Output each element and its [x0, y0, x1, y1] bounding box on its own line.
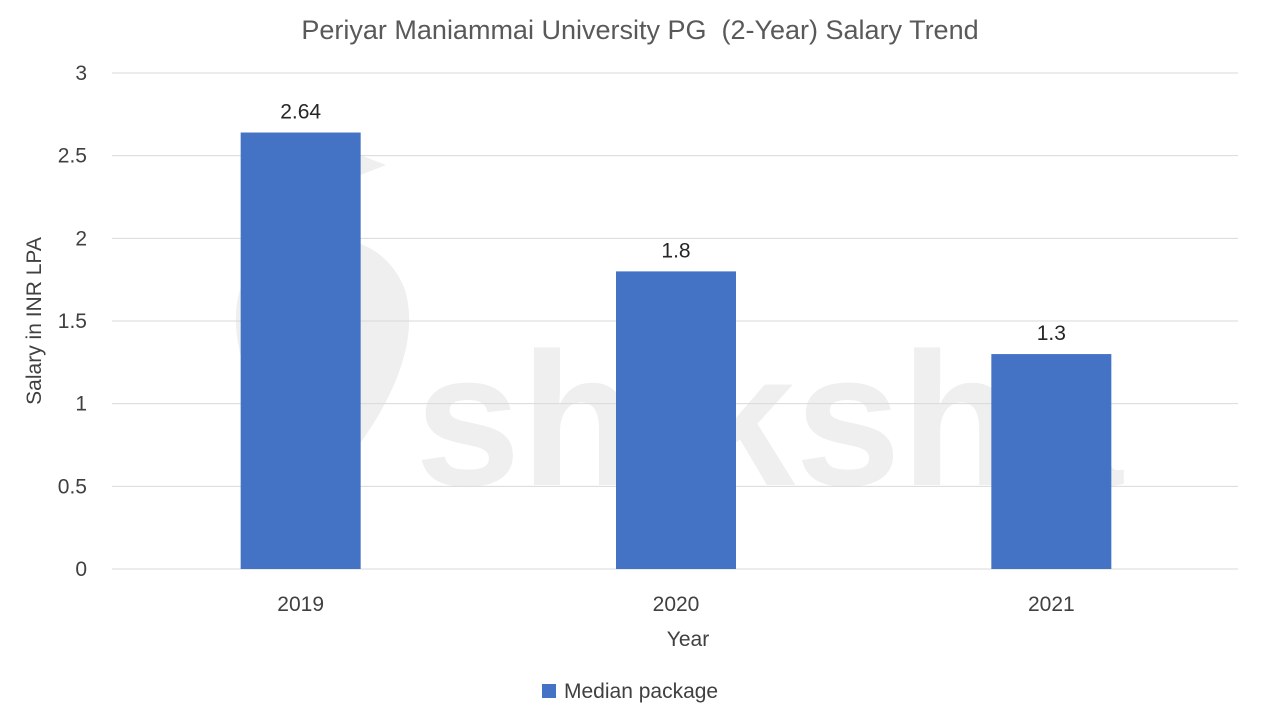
- data-label-2019: 2.64: [280, 101, 321, 124]
- x-tick-label: 2020: [653, 593, 700, 616]
- y-tick-label: 3: [75, 62, 87, 85]
- y-tick-label: 1.5: [58, 310, 87, 333]
- bar-2020: [616, 271, 736, 569]
- bars: [240, 132, 1112, 569]
- chart-title: Periyar Maniammai University PG (2-Year)…: [301, 15, 978, 45]
- x-axis-title: Year: [667, 628, 709, 651]
- x-tick-label: 2019: [277, 593, 324, 616]
- y-tick-label: 2.5: [58, 145, 87, 168]
- x-axis-ticks: 2019 2020 2021: [277, 593, 1074, 616]
- data-label-2020: 1.8: [661, 239, 690, 262]
- y-axis-ticks: 0 0.5 1 1.5 2 2.5 3: [58, 62, 87, 581]
- y-axis-title: Salary in INR LPA: [23, 237, 46, 405]
- legend: Median package: [542, 680, 718, 703]
- bar-2019: [240, 132, 361, 569]
- y-tick-label: 0.5: [58, 475, 87, 498]
- data-label-2021: 1.3: [1037, 322, 1066, 345]
- y-tick-label: 0: [75, 558, 87, 581]
- legend-label: Median package: [564, 680, 718, 703]
- y-tick-label: 1: [75, 393, 87, 416]
- x-tick-label: 2021: [1028, 593, 1075, 616]
- data-labels: 2.64 1.8 1.3: [280, 101, 1066, 346]
- bar-2021: [991, 354, 1112, 569]
- legend-swatch: [542, 684, 556, 698]
- y-tick-label: 2: [75, 227, 87, 250]
